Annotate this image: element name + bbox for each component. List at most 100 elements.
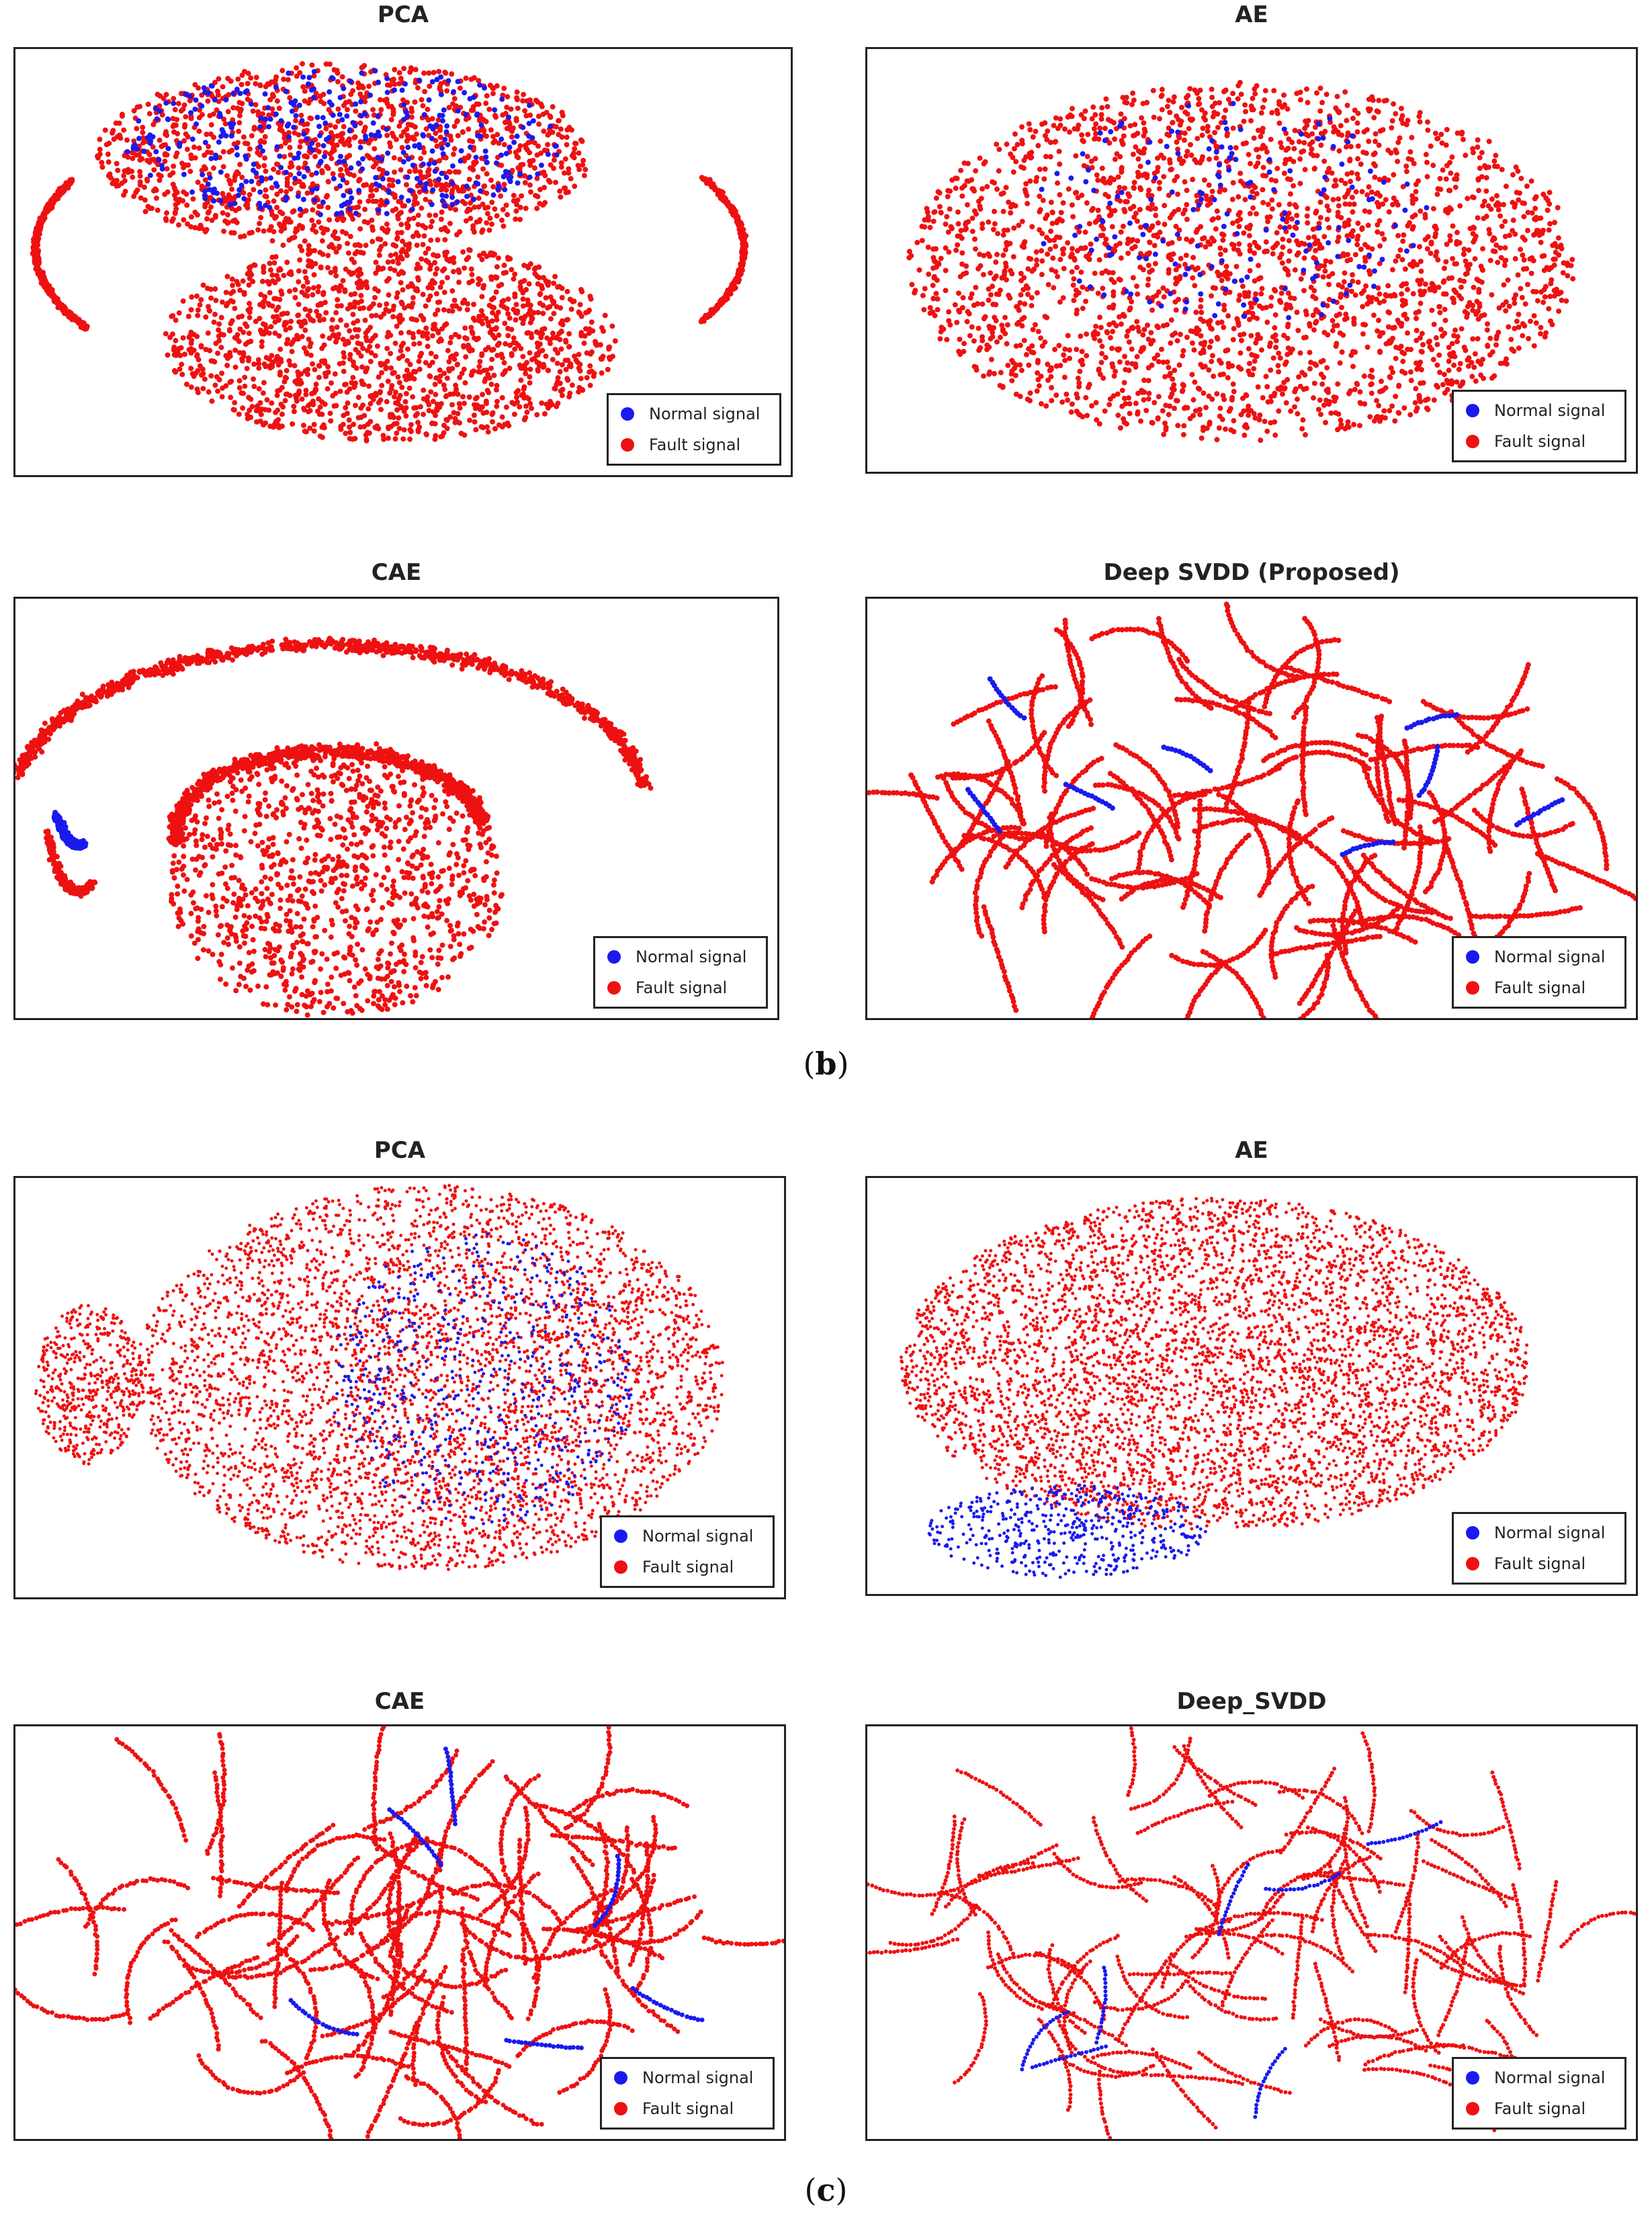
fault-point [444,275,450,281]
fault-point [228,290,234,296]
fault-point [345,400,351,406]
fault-point [184,202,190,208]
legend-entry-normal: Normal signal [621,401,760,427]
fault-point [228,298,234,304]
fault-point [251,187,257,193]
fault-point [466,255,472,261]
fault-point [205,330,211,336]
normal-point [291,124,297,130]
fault-point [232,347,238,353]
fault-point [133,190,139,196]
fault-point [483,401,489,407]
fault-point [81,323,87,329]
fault-point [504,104,510,110]
normal-point [341,159,347,165]
fault-point [236,378,243,384]
fault-point [297,70,303,76]
fault-point [161,95,167,101]
normal-point [288,99,294,106]
fault-point [513,116,519,122]
normal-point [200,171,206,177]
fault-point [212,382,218,388]
fault-point [484,409,490,415]
normal-point [236,187,243,193]
normal-point [429,136,435,142]
fault-point [163,129,169,135]
fault-point [493,114,498,120]
fault-point [115,167,121,173]
normal-point [422,185,428,192]
normal-point [131,143,136,149]
fault-point [276,106,282,112]
fault-point [527,401,533,407]
fault-point [241,233,247,239]
fault-point [177,366,183,372]
fault-point [739,254,745,260]
fault-point [370,107,376,113]
fault-point [527,182,533,188]
fault-point [480,425,486,431]
normal-point [278,165,284,171]
normal-point [464,194,470,200]
fault-point [433,291,439,297]
fault-point [1400,358,1406,364]
fault-point [449,288,455,294]
fault-point [348,91,354,97]
fault-point [468,200,474,206]
fault-point [347,211,353,217]
fault-point [246,394,252,401]
normal-point [506,114,512,120]
normal-point [212,186,218,192]
normal-point [337,95,343,101]
fault-point [349,335,355,341]
fault-point [210,111,216,117]
fault-point [460,129,466,135]
fault-point [984,183,990,190]
fault-point [505,311,511,317]
fault-point [306,409,312,415]
fault-point [487,329,493,335]
fault-point [415,212,421,218]
fault-point [447,391,453,397]
fault-point [278,401,284,407]
fault-point [576,150,582,156]
fault-point [299,183,305,189]
fault-point [142,208,148,214]
fault-point [369,224,376,230]
fault-point [527,302,533,308]
fault-point [1416,308,1422,314]
fault-point [199,183,205,190]
fault-point [308,259,314,265]
fault-point [307,115,313,121]
fault-point [361,413,367,419]
fault-point [1422,281,1428,287]
fault-point [1187,85,1193,91]
fault-point [518,345,524,351]
fault-point [299,247,305,253]
fault-point [199,112,205,118]
fault-point [163,91,169,97]
fault-point [415,277,421,283]
normal-point [301,131,307,137]
fault-point [1434,362,1440,368]
fault-point [1310,294,1316,300]
fault-point [406,169,412,175]
fault-point [283,327,289,333]
fault-point [1518,286,1524,292]
fault-point [195,312,201,319]
fault-point [388,386,394,392]
fault-point [176,310,182,316]
fault-point [275,267,281,273]
fault-point [1503,308,1509,314]
fault-point [174,190,180,196]
fault-point [169,313,175,319]
normal-point [266,124,272,130]
fault-point [993,259,999,265]
normal-point [526,133,532,139]
fault-point [401,427,407,433]
fault-point [288,186,294,192]
fault-point [305,403,311,409]
fault-point [537,200,543,206]
fault-point [481,132,487,138]
fault-point [192,155,198,161]
